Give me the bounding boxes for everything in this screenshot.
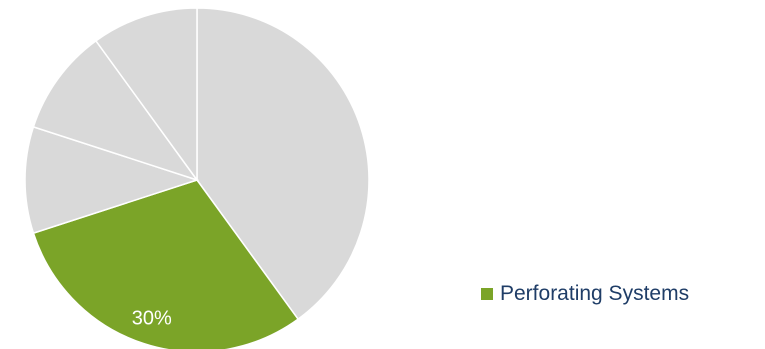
pie-slice-unlabeled-4	[94, 7, 198, 183]
pie-slice-unlabeled-2	[24, 125, 200, 235]
pie-slice-unlabeled-0	[196, 7, 370, 321]
pie-slice-perforating-systems	[32, 179, 300, 349]
data-label-perforating-systems: 30%	[132, 307, 172, 329]
legend-label-perforating-systems: Perforating Systems	[500, 282, 690, 305]
legend: Perforating Systems	[481, 280, 689, 308]
pie-data-labels: 30%	[132, 307, 172, 329]
pie-slice-unlabeled-3	[32, 39, 199, 182]
legend-swatch-perforating-systems	[481, 288, 493, 300]
pie-slices	[24, 7, 370, 349]
